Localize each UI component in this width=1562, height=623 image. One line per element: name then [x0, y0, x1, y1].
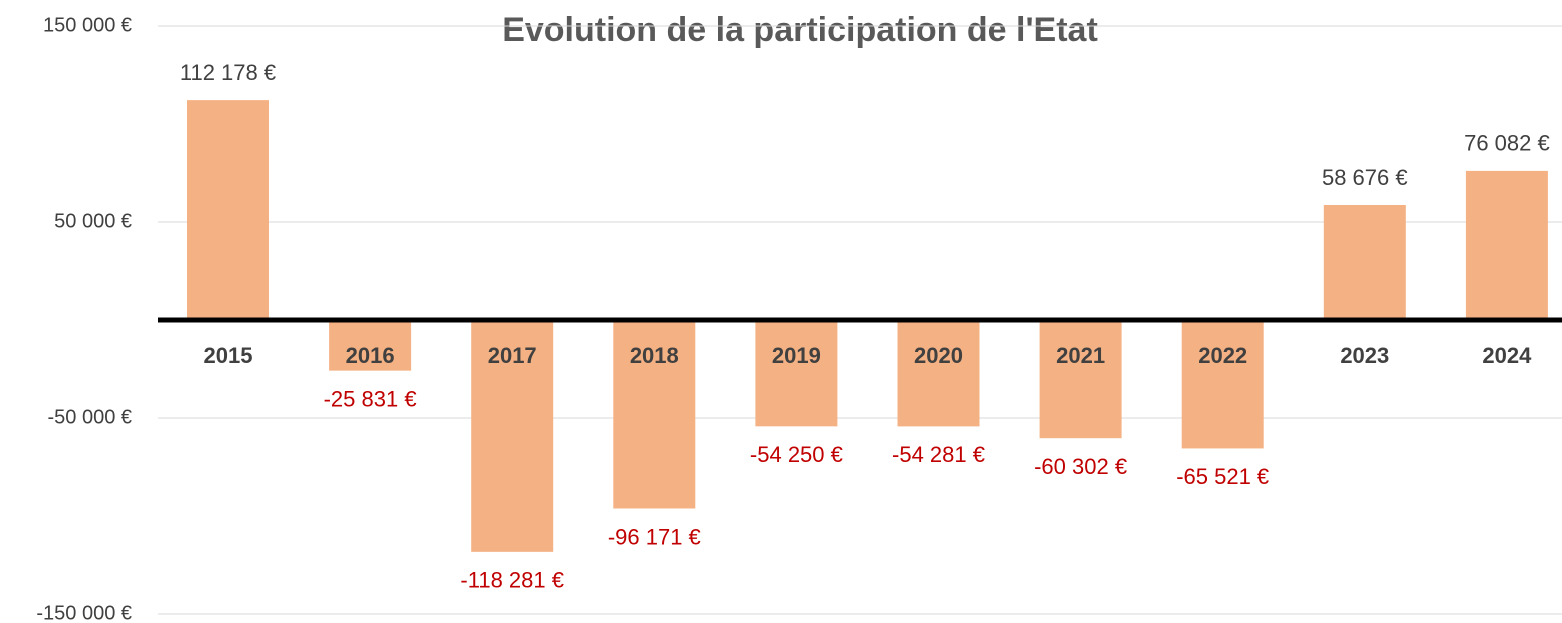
- bar: [755, 320, 838, 427]
- x-tick-label: 2015: [204, 343, 253, 368]
- data-label: -65 521 €: [1176, 464, 1269, 489]
- data-label: 76 082 €: [1464, 131, 1550, 156]
- y-tick-label: 50 000 €: [54, 210, 132, 232]
- bar: [187, 100, 269, 320]
- bar: [329, 320, 412, 371]
- bar: [1323, 204, 1406, 320]
- x-tick-label: 2020: [914, 343, 963, 368]
- bar: [613, 320, 696, 509]
- x-tick-label: 2021: [1056, 343, 1105, 368]
- data-label: -25 831 €: [324, 386, 417, 411]
- x-tick-label: 2016: [346, 343, 395, 368]
- y-tick-label: 150 000 €: [43, 14, 132, 36]
- data-label: -60 302 €: [1034, 454, 1127, 479]
- bar: [471, 320, 554, 552]
- data-label: 58 676 €: [1322, 165, 1408, 190]
- x-tick-label: 2023: [1340, 343, 1389, 368]
- bar: [1181, 320, 1264, 449]
- bar: [897, 320, 980, 427]
- bar: [1039, 320, 1122, 439]
- data-label: 112 178 €: [180, 60, 276, 85]
- data-label: -54 281 €: [892, 442, 985, 467]
- x-tick-label: 2019: [772, 343, 821, 368]
- bar: [1465, 170, 1548, 320]
- y-tick-label: -50 000 €: [47, 406, 132, 428]
- data-label: -96 171 €: [608, 524, 701, 549]
- x-tick-label: 2017: [488, 343, 537, 368]
- data-label: -118 281 €: [460, 568, 564, 593]
- chart-title: Evolution de la participation de l'Etat: [502, 11, 1098, 49]
- x-tick-label: 2024: [1482, 343, 1532, 368]
- x-tick-label: 2018: [630, 343, 679, 368]
- y-tick-label: -150 000 €: [36, 602, 132, 623]
- x-tick-label: 2022: [1198, 343, 1247, 368]
- data-label: -54 250 €: [750, 442, 843, 467]
